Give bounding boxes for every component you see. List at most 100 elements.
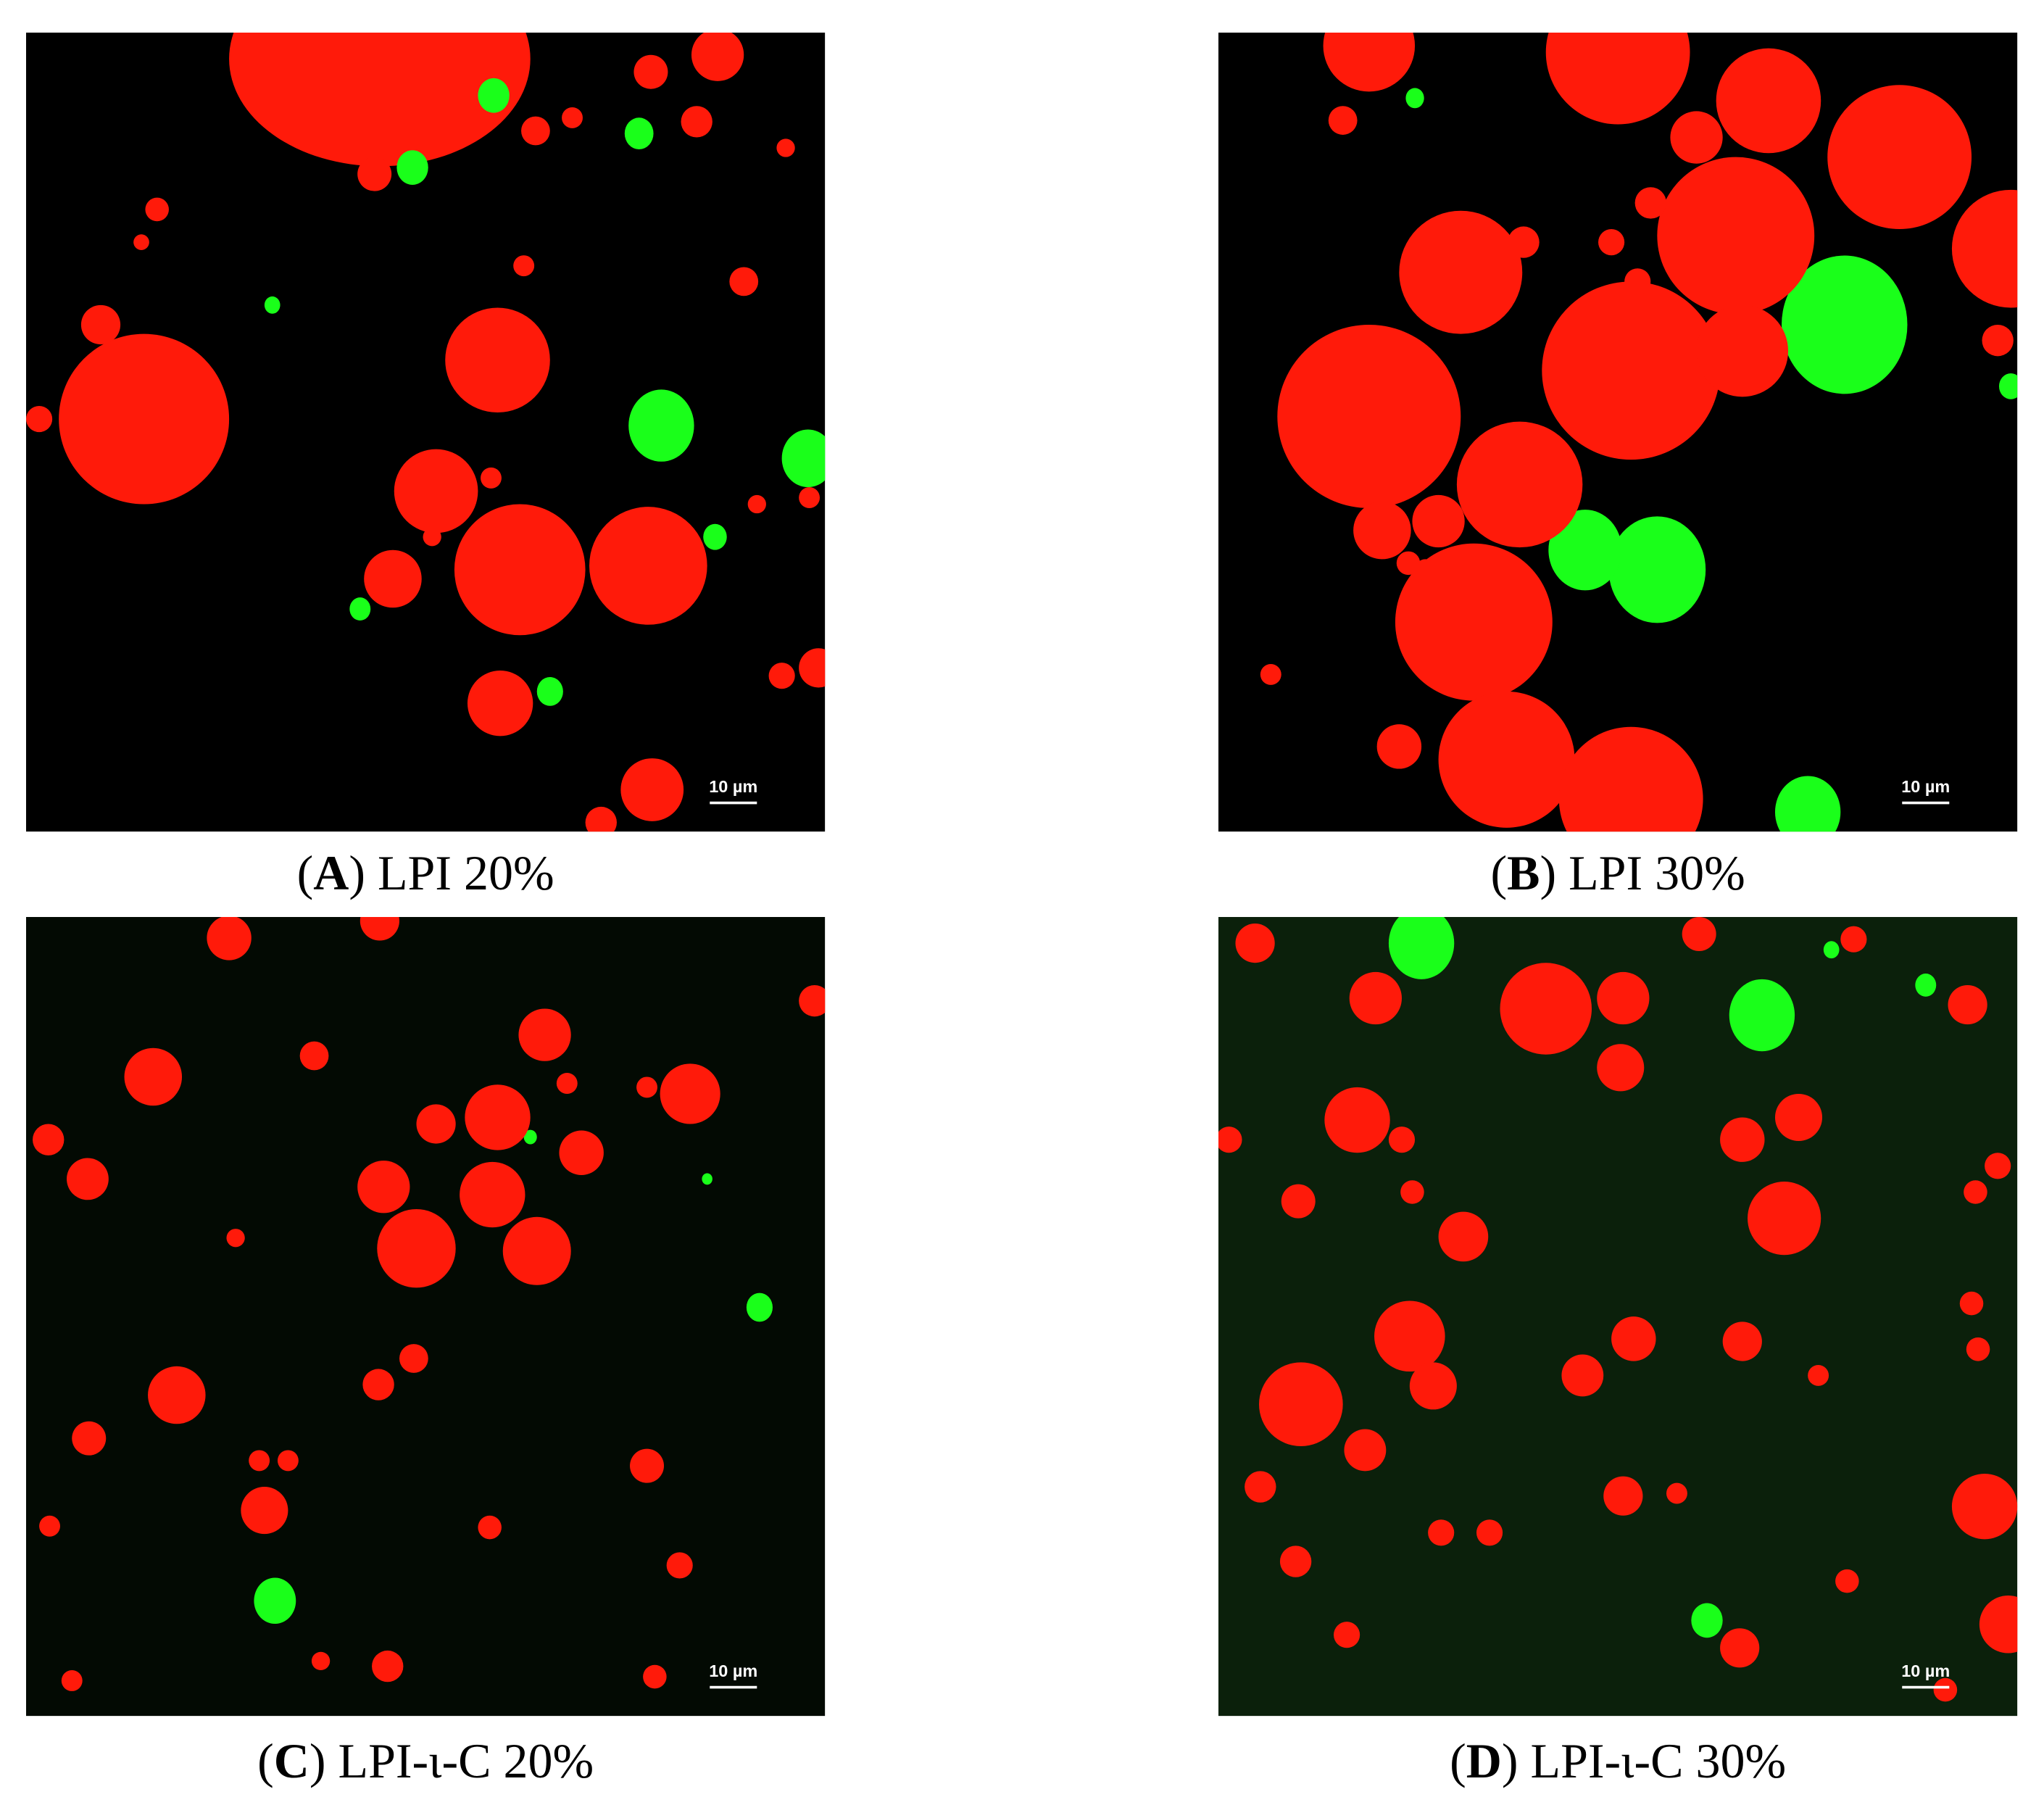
oil-droplet [1966,1337,1990,1361]
oil-droplet [249,1450,270,1472]
caption-text: ( [1490,845,1507,900]
oil-droplet [559,1130,604,1175]
oil-droplet [1827,85,1972,230]
oil-droplet [1611,1316,1656,1361]
oil-droplet [399,1344,428,1373]
oil-droplet [799,648,826,688]
oil-droplet [1982,324,2014,357]
oil-droplet [1598,229,1625,256]
oil-droplet [1774,1093,1823,1141]
oil-droplet [1722,1321,1762,1361]
oil-droplet [1323,33,1416,92]
oil-droplet [124,1047,183,1106]
oil-droplet [513,255,535,277]
micrograph: 10 µm [26,33,826,832]
oil-droplet [1415,559,1436,581]
protein-aggregate [1823,941,1840,959]
panel-letter: B [1507,845,1540,900]
oil-droplet [633,54,668,89]
caption-text: ) LPI-ι-C 30% [1502,1733,1786,1788]
oil-droplet [33,1124,65,1155]
oil-droplet [1508,226,1540,258]
oil-droplet [630,1448,665,1483]
oil-droplet [1597,1044,1645,1092]
oil-droplet [1948,984,1987,1025]
oil-droplet [39,1515,60,1537]
oil-droplet [1428,1519,1455,1546]
oil-droplet [1500,963,1592,1055]
oil-droplet [460,1161,525,1228]
protein-aggregate [349,597,371,621]
oil-droplet [1409,1362,1457,1410]
panel-letter: C [274,1733,309,1788]
oil-droplet [1959,1291,1984,1316]
oil-droplet [747,494,766,514]
panel-letter: D [1466,1733,1502,1788]
oil-droplet [691,33,744,81]
oil-droplet [1438,1211,1489,1262]
oil-droplet [562,107,583,128]
oil-droplet [1281,1184,1316,1219]
oil-droplet [799,984,826,1017]
oil-droplet [1279,1545,1312,1577]
protein-aggregate [1782,255,1908,394]
protein-aggregate [1548,510,1622,591]
protein-aggregate [781,429,826,488]
oil-droplet [1353,501,1411,560]
oil-droplet [454,504,586,636]
scale-bar-label: 10 µm [709,777,757,796]
protein-aggregate [702,1173,713,1185]
oil-droplet [1260,663,1281,685]
oil-droplet [1985,1153,2011,1179]
oil-droplet [59,333,230,505]
oil-droplet [467,671,533,736]
oil-droplet [1964,1180,1987,1204]
oil-droplet [518,1008,571,1061]
oil-droplet [1670,111,1723,164]
oil-droplet [1476,1519,1503,1546]
oil-droplet [1808,1364,1829,1386]
micrograph: 10 µm [26,917,826,1717]
oil-droplet [478,1515,502,1540]
oil-droplet [377,1208,456,1288]
oil-droplet [1395,543,1553,701]
oil-droplet [1438,691,1575,828]
oil-droplet [1324,1087,1390,1153]
oil-droplet [445,307,550,413]
protein-aggregate [478,78,510,113]
caption-text: ( [1450,1733,1466,1788]
oil-droplet [1542,281,1721,460]
oil-droplet [1545,33,1690,125]
scale-bar-label: 10 µm [1901,777,1950,796]
oil-droplet [1624,268,1651,295]
panel-caption: (B) LPI 30% [1490,845,1745,900]
oil-droplet [416,1104,456,1144]
oil-droplet [299,1041,329,1071]
oil-droplet [1349,971,1402,1025]
protein-aggregate [624,117,654,150]
oil-droplet [1376,724,1422,769]
protein-aggregate [1608,516,1706,623]
oil-droplet [1328,106,1358,135]
protein-aggregate [746,1292,773,1322]
oil-droplet [1748,1182,1821,1256]
oil-droplet [360,917,399,941]
protein-aggregate [1998,373,2018,399]
oil-droplet [67,1158,109,1200]
oil-droplet [768,663,795,689]
oil-droplet [148,1366,206,1424]
protein-aggregate [396,150,428,185]
oil-droplet [1558,726,1703,832]
oil-droplet [1951,1473,2018,1540]
micrograph: 10 µm [1218,33,2018,832]
oil-droplet [357,1161,410,1213]
protein-aggregate [254,1577,296,1624]
oil-droplet [80,304,121,345]
oil-droplet [799,487,820,508]
panel-letter: A [313,845,349,900]
oil-droplet [362,1369,394,1401]
oil-droplet [1720,1117,1765,1162]
oil-droplet [643,1664,667,1689]
oil-droplet [1682,917,1716,951]
